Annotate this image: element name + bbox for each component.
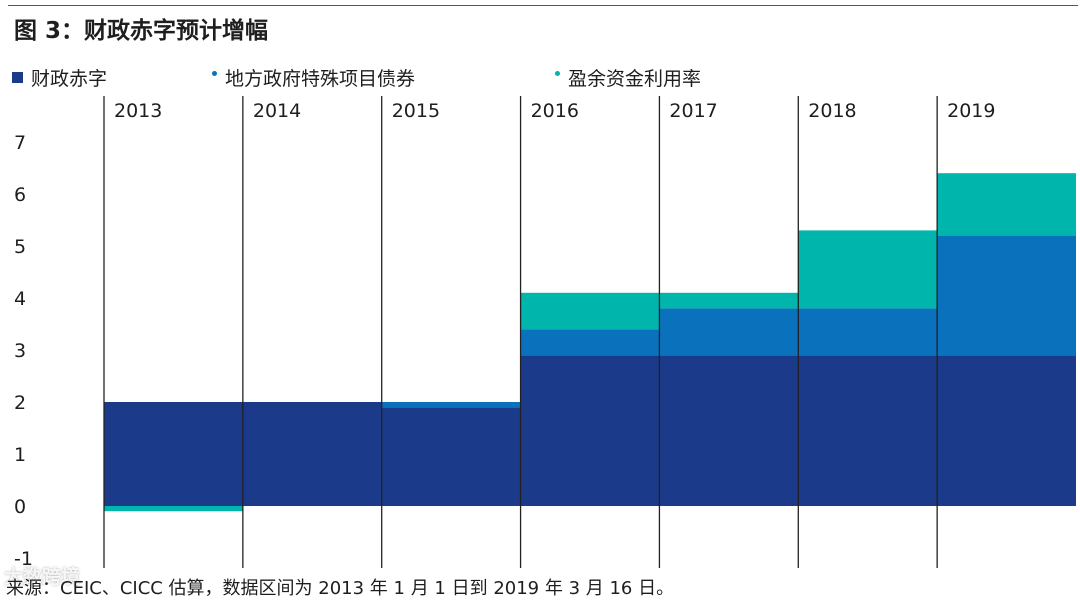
legend-item-fiscal-deficit: 财政赤字 xyxy=(12,64,107,91)
bar-segment-2018-series-1 xyxy=(798,355,938,506)
x-tick-label: 2013 xyxy=(114,100,162,122)
bar-segment-2019-series-3 xyxy=(937,173,1076,236)
bar-segment-2013-series-3 xyxy=(104,506,243,512)
top-rule xyxy=(8,5,1078,6)
bar-segment-2015-series-2 xyxy=(381,402,521,408)
legend-label: 地方政府特殊项目债券 xyxy=(225,68,416,90)
bar-segment-2019-series-1 xyxy=(937,355,1076,506)
legend-square-icon xyxy=(12,72,23,83)
legend-dot-icon xyxy=(555,71,560,76)
watermark: 大数跨境 xyxy=(4,566,81,588)
x-tick-label: 2019 xyxy=(947,100,995,122)
bar-segment-2013-series-1 xyxy=(104,402,243,506)
y-tick-label: 7 xyxy=(14,132,26,154)
x-tick-label: 2015 xyxy=(392,100,440,122)
bar-segment-2017-series-1 xyxy=(659,355,799,506)
bar-segment-2017-series-3 xyxy=(659,292,799,309)
bar-segment-2016-series-1 xyxy=(520,355,660,506)
x-tick-label: 2018 xyxy=(808,100,856,122)
x-tick-label: 2014 xyxy=(253,100,301,122)
y-tick-label: -1 xyxy=(14,548,33,570)
source-note: 来源：CEIC、CICC 估算，数据区间为 2013 年 1 月 1 日到 20… xyxy=(6,578,675,599)
bar-segment-2018-series-2 xyxy=(798,308,938,356)
bar-segment-2015-series-1 xyxy=(381,407,521,506)
y-tick-label: 4 xyxy=(14,288,26,310)
chart-title: 图 3：财政赤字预计增幅 xyxy=(14,18,269,44)
y-tick-label: 5 xyxy=(14,236,26,258)
y-tick-label: 2 xyxy=(14,392,26,414)
bar-segment-2018-series-3 xyxy=(798,230,938,309)
x-tick-label: 2017 xyxy=(669,100,717,122)
bar-segment-2019-series-2 xyxy=(937,235,1076,356)
bar-segment-2016-series-2 xyxy=(520,329,660,356)
legend-label: 盈余资金利用率 xyxy=(568,68,702,90)
bar-segment-2016-series-3 xyxy=(520,292,660,330)
legend-dot-icon xyxy=(212,71,217,76)
legend-item-surplus-funds: 盈余资金利用率 xyxy=(555,64,701,91)
legend-label: 财政赤字 xyxy=(31,68,108,90)
legend-item-special-bonds: 地方政府特殊项目债券 xyxy=(212,64,415,91)
y-tick-label: 3 xyxy=(14,340,26,362)
bar-segment-2017-series-2 xyxy=(659,308,799,356)
bar-segment-2014-series-1 xyxy=(242,402,382,506)
y-tick-label: 0 xyxy=(14,496,26,518)
y-tick-label: 1 xyxy=(14,444,26,466)
x-tick-label: 2016 xyxy=(531,100,579,122)
y-tick-label: 6 xyxy=(14,184,26,206)
